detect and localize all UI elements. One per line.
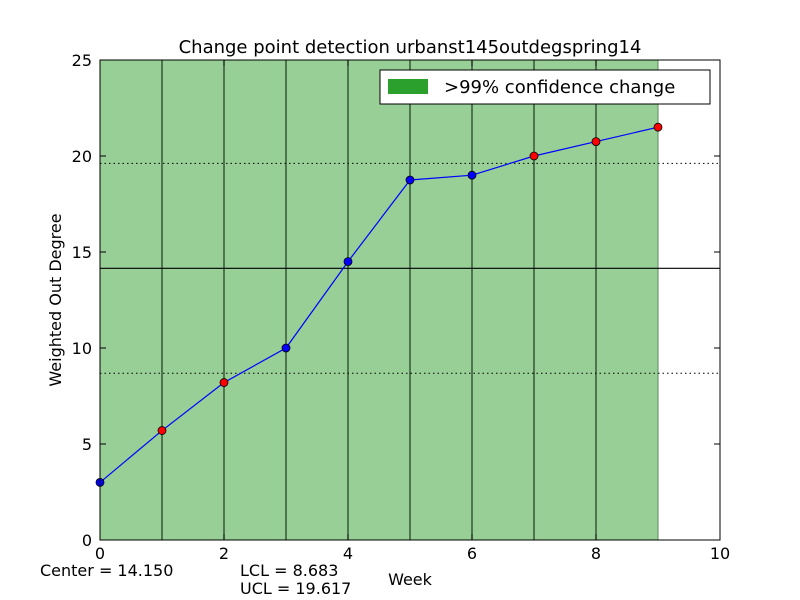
data-point	[219, 378, 229, 387]
x-tick-label: 0	[95, 544, 105, 563]
x-tick-label: 4	[343, 544, 353, 563]
legend-swatch	[388, 79, 428, 94]
x-tick-label: 8	[591, 544, 601, 563]
x-tick-label: 10	[710, 544, 730, 563]
y-tick-label: 0	[82, 531, 92, 550]
data-point	[529, 151, 539, 161]
plot-frame	[99, 59, 721, 541]
confidence-region	[100, 60, 658, 540]
y-tick-label: 15	[72, 243, 92, 262]
lcl-value-label: LCL = 8.683	[240, 561, 338, 580]
data-point	[405, 175, 415, 185]
center-value-label: Center = 14.150	[40, 561, 173, 580]
data-point	[591, 137, 601, 147]
x-tick-label: 6	[467, 544, 477, 563]
y-tick-label: 5	[82, 435, 92, 454]
series-line	[99, 126, 659, 483]
chart-title: Change point detection urbanst145outdegs…	[179, 37, 642, 58]
data-point	[653, 122, 663, 132]
y-tick-label: 10	[72, 339, 92, 358]
data-point	[467, 170, 477, 180]
y-axis-label: Weighted Out Degree	[46, 213, 65, 386]
data-point	[157, 426, 167, 435]
y-tick-label: 25	[72, 51, 92, 70]
data-point	[281, 343, 291, 353]
data-point	[343, 257, 353, 267]
ucl-value-label: UCL = 19.617	[240, 579, 351, 598]
legend-label: >99% confidence change	[444, 77, 675, 98]
x-axis-label: Week	[388, 570, 433, 589]
x-tick-label: 2	[219, 544, 229, 563]
legend-box	[379, 69, 711, 105]
y-tick-label: 20	[72, 147, 92, 166]
